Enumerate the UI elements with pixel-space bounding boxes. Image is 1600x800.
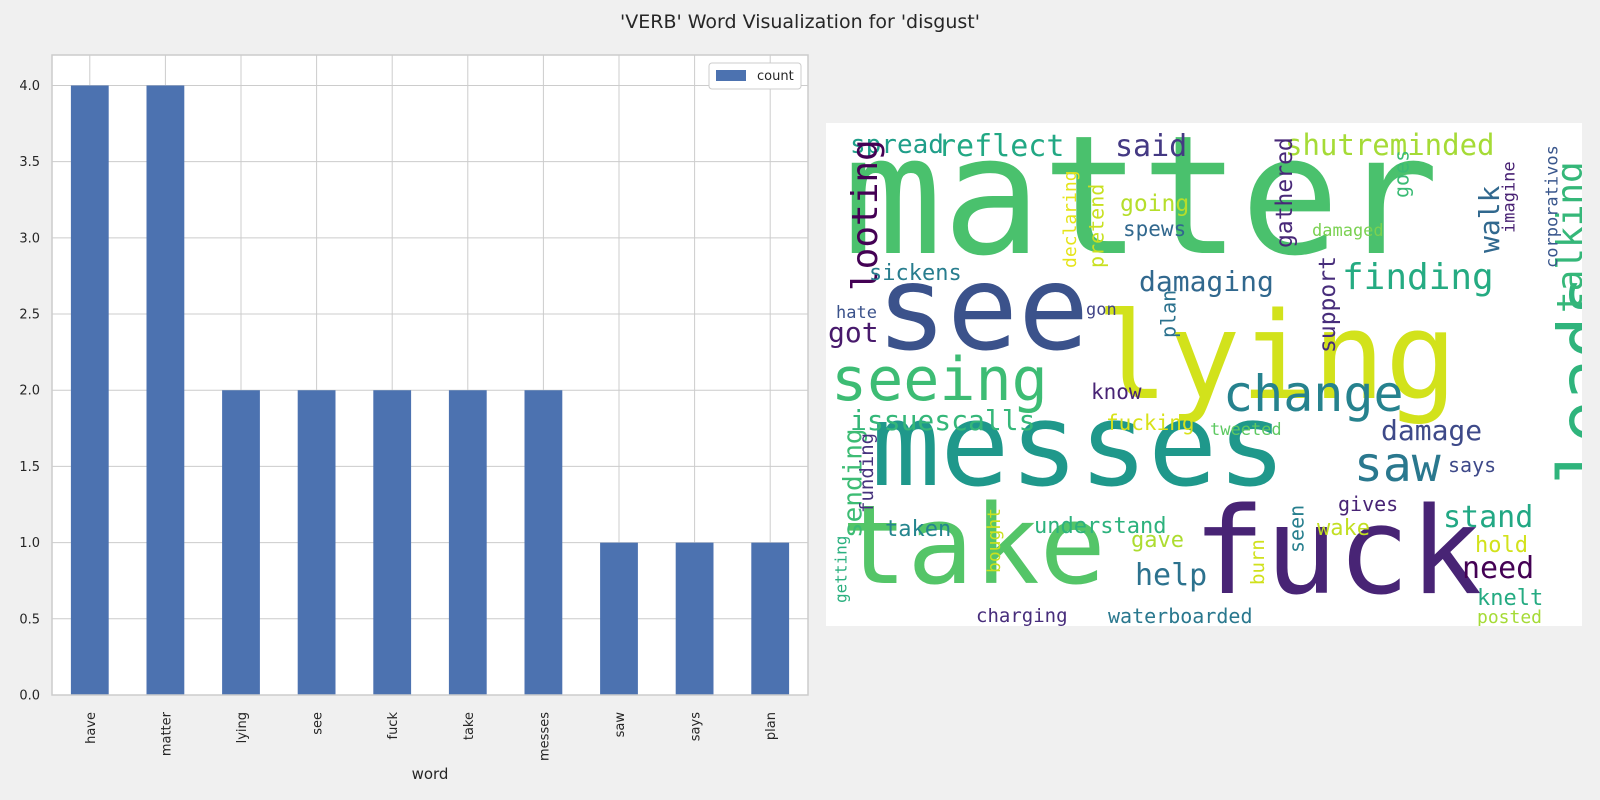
- word-help: help: [1135, 558, 1207, 593]
- word-spread: spread: [850, 130, 944, 160]
- word-stand: stand: [1443, 500, 1533, 535]
- figure-title: 'VERB' Word Visualization for 'disgust': [620, 11, 980, 33]
- bar-lying: [222, 390, 260, 695]
- legend-box: [708, 62, 802, 90]
- word-seen: seen: [1285, 505, 1309, 553]
- y-tick-label: 4.0: [19, 79, 40, 94]
- word-talking: talking: [1550, 161, 1582, 313]
- word-got: got: [828, 316, 879, 349]
- x-tick-label: have: [84, 712, 99, 744]
- word-gives: gives: [1338, 492, 1398, 516]
- word-taken: taken: [885, 517, 951, 542]
- x-axis-label: word: [412, 765, 449, 783]
- word-tweeted: tweeted: [1210, 420, 1282, 440]
- bar-plan: [751, 542, 790, 695]
- x-tick-label: fuck: [386, 712, 401, 740]
- word-shutreminded: shutreminded: [1285, 128, 1495, 162]
- legend-swatch: [716, 70, 746, 81]
- word-burn: burn: [1247, 539, 1269, 585]
- y-tick-label: 1.0: [19, 536, 40, 551]
- word-wake: wake: [1317, 516, 1370, 541]
- word-corporativos: corporativos: [1542, 145, 1562, 268]
- legend-label: count: [757, 69, 794, 84]
- x-tick-label: plan: [764, 712, 779, 740]
- word-sending: sending: [838, 428, 868, 538]
- word-gon: gon: [1086, 300, 1117, 320]
- word-change: change: [1223, 365, 1404, 423]
- word-charging: charging: [976, 605, 1068, 626]
- y-tick-label: 0.5: [19, 612, 40, 627]
- word-declaring: declaring: [1060, 170, 1081, 268]
- word-lying: lying: [1096, 288, 1457, 427]
- bar-messes: [524, 390, 563, 695]
- bar-take: [448, 390, 487, 695]
- word-fuck: fuck: [1193, 483, 1482, 622]
- word-going: going: [1120, 191, 1189, 217]
- bar-saw: [600, 542, 638, 695]
- word-imagine: imagine: [1499, 161, 1519, 233]
- word-sickens: sickens: [869, 261, 962, 286]
- word-waterboarded: waterboarded: [1108, 604, 1253, 626]
- word-gathered: gathered: [1272, 137, 1298, 248]
- word-pretend: pretend: [1085, 184, 1109, 268]
- word-bought: bought: [984, 508, 1005, 573]
- word-damage: damage: [1381, 414, 1482, 447]
- word-take: take: [841, 481, 1106, 609]
- word-reflect: reflect: [938, 129, 1064, 164]
- word-damaged: damaged: [1312, 221, 1384, 241]
- x-tick-label: lying: [235, 712, 250, 743]
- word-looting: looting: [845, 139, 886, 291]
- word-see: see: [876, 239, 1089, 377]
- word-funding: funding: [856, 433, 878, 513]
- y-tick-label: 2.0: [19, 384, 40, 399]
- word-know: know: [1091, 380, 1142, 404]
- bar-fuck: [373, 390, 412, 695]
- bar-chart: 0.0 0.5 1.0 1.5 2.0 2.5 3.0 3.5 4.0 have matter lyi…: [19, 54, 809, 783]
- word-matter: matter: [843, 123, 1439, 292]
- legend: count: [708, 62, 802, 90]
- word-posted: posted: [1477, 607, 1542, 626]
- word-hold: hold: [1475, 533, 1528, 558]
- x-tick-label: says: [689, 712, 704, 741]
- word-gave: gave: [1131, 528, 1184, 553]
- x-tick-label: take: [462, 712, 477, 740]
- y-tick-label: 2.5: [19, 308, 40, 323]
- y-tick-label: 3.0: [19, 231, 40, 246]
- word-finding: finding: [1342, 257, 1494, 298]
- word-saw: saw: [1354, 437, 1441, 493]
- word-spews: spews: [1123, 217, 1186, 241]
- y-tick-label: 1.5: [19, 460, 40, 475]
- y-tick-label: 3.5: [19, 155, 40, 170]
- x-tick-label: see: [311, 712, 326, 735]
- bar-see: [297, 390, 336, 695]
- word-said: said: [1115, 129, 1187, 164]
- word-fucking: fucking: [1106, 411, 1195, 435]
- x-tick-label: saw: [613, 712, 628, 738]
- word-knelt: knelt: [1477, 586, 1543, 611]
- bar-says: [675, 542, 714, 695]
- word-leads: leads: [1544, 274, 1582, 485]
- axes-frame: [51, 54, 809, 696]
- word-understand: understand: [1034, 514, 1166, 539]
- word-issuescalls: issuescalls: [850, 404, 1035, 437]
- bar-matter: [146, 85, 185, 695]
- word-getting: getting: [831, 536, 850, 603]
- word-plan: plan: [1157, 290, 1181, 338]
- bar-have: [70, 85, 109, 695]
- y-tick-label: 0.0: [19, 689, 40, 704]
- wordcloud-panel: matter see lying messes take fuck leads seeing c…: [826, 123, 1582, 626]
- word-damaging: damaging: [1139, 265, 1274, 298]
- word-walk: walk: [1473, 185, 1506, 253]
- x-tick-label: messes: [537, 712, 552, 761]
- word-support: support: [1315, 256, 1341, 353]
- word-seeing: seeing: [831, 345, 1048, 415]
- word-messes: messes: [871, 379, 1286, 513]
- word-says: says: [1448, 453, 1496, 477]
- word-hate: hate: [836, 303, 877, 323]
- word-need: need: [1462, 551, 1534, 586]
- word-goes: goes: [1390, 150, 1414, 198]
- x-tick-label: matter: [159, 711, 174, 756]
